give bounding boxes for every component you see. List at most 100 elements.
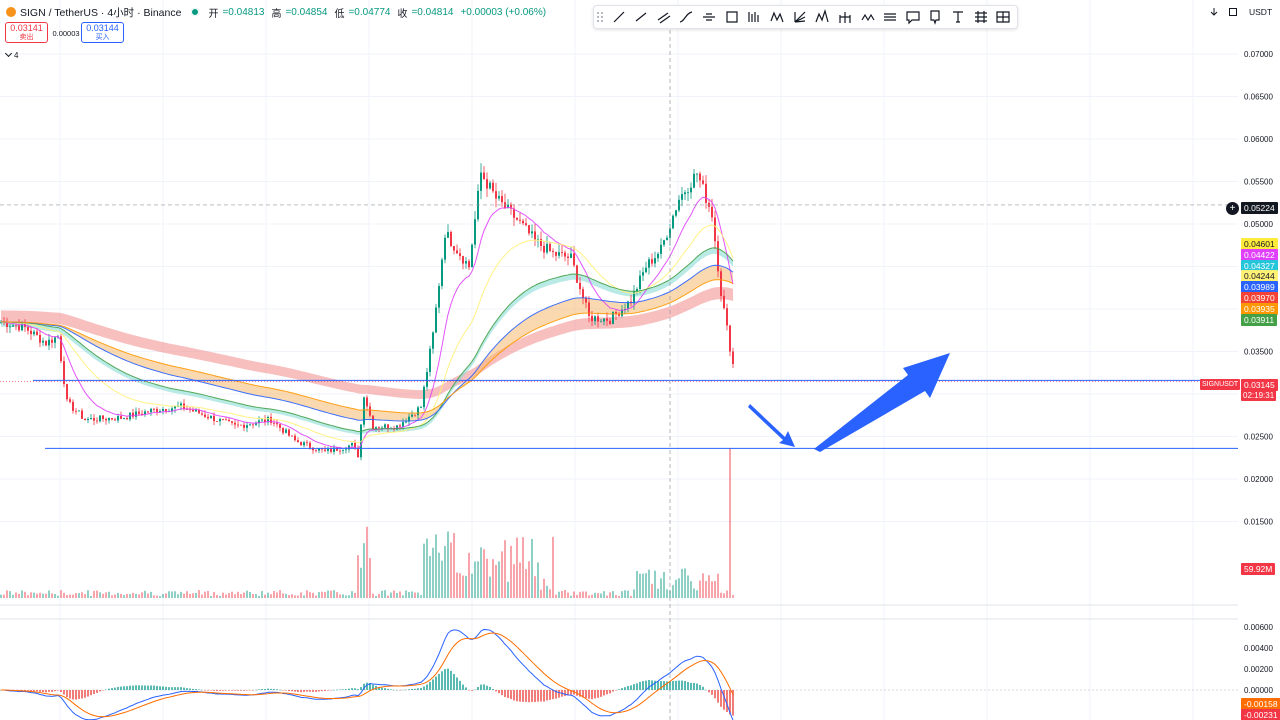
macd-histogram-bar [297,690,299,692]
candle-body [267,416,269,423]
volume-bar [582,591,584,598]
elliott-wave-icon[interactable] [813,7,831,27]
candle-body [255,423,257,425]
parallel-channel-icon[interactable] [655,7,673,27]
macd-histogram-bar [243,690,245,691]
macd-histogram-bar [330,690,332,691]
candle-body [195,409,197,412]
ohlc-low-value: =0.04774 [348,6,391,18]
volume-bar [489,576,491,598]
volume-bar [252,593,254,598]
macd-histogram-bar [714,690,716,699]
curve-icon[interactable] [677,7,695,27]
macd-histogram-bar [597,690,599,698]
candle-body [666,237,668,241]
macd-histogram-bar [528,690,530,703]
volume-bar [117,592,119,598]
volume-bar [396,592,398,598]
crosshair-price-tag: 0.05224 [1241,202,1278,214]
last-price-tag: 0.03145 [1241,379,1278,391]
candle-body [354,442,356,449]
volume-bar [294,595,296,598]
candle-body [321,448,323,450]
macd-histogram-bar [159,686,161,690]
candle-body [258,420,260,424]
text-icon[interactable] [949,7,967,27]
candle-body [651,259,653,264]
candle-body [282,427,284,433]
volume-bar [12,594,14,598]
ma-line-120 [0,279,734,414]
xabcd-pattern-icon[interactable] [768,7,786,27]
table-icon[interactable] [994,7,1012,27]
price-tick-label: 0.05500 [1244,178,1273,187]
forecast-icon[interactable] [972,7,990,27]
sell-button[interactable]: 0.03141 卖出 [5,22,48,43]
volume-bar [600,593,602,598]
fib-fan-icon[interactable] [790,7,808,27]
callout-icon[interactable] [904,7,922,27]
candle-body [588,302,590,316]
candle-body [567,256,569,258]
macd-histogram-bar [678,680,680,690]
macd-tick-label: 0.00600 [1244,623,1273,632]
volume-bar [228,593,230,598]
volume-bar [540,589,542,598]
price-note-icon[interactable] [926,7,944,27]
currency-selector[interactable]: USDT [1249,7,1273,17]
macd-histogram-bar [90,690,92,696]
volume-bar [285,593,287,598]
add-alert-icon[interactable]: + [1226,202,1239,215]
macd-histogram-bar [114,687,116,690]
trend-line-icon[interactable] [609,7,627,27]
macd-histogram-bar [294,690,296,692]
macd-histogram-bar [396,689,398,691]
macd-histogram-bar [177,687,179,690]
macd-histogram-bar [414,688,416,690]
candle-body [249,424,251,426]
candle-body [507,204,509,209]
macd-histogram-bar [687,682,689,690]
volume-bar [627,590,629,598]
long-short-icon[interactable] [745,7,763,27]
volume-bar [18,593,20,598]
volume-bar [633,589,635,598]
candle-body [474,219,476,245]
arrow-down-icon[interactable] [1206,4,1222,20]
candle-body [489,182,491,189]
macd-histogram-bar [594,690,596,699]
candle-body [117,416,119,421]
horizontal-line-icon[interactable] [700,7,718,27]
macd-histogram-bar [261,689,263,690]
macd-histogram-bar [555,690,557,699]
buy-button[interactable]: 0.03144 买入 [81,22,124,43]
candle-body [264,419,266,423]
volume-bar [111,595,113,598]
indicator-collapse-toggle[interactable]: 4 [4,49,24,61]
candle-body [144,411,146,415]
macd-histogram-bar [51,690,53,692]
macd-histogram-bar [582,690,584,698]
macd-histogram-bar [312,690,314,692]
zigzag-icon[interactable] [858,7,876,27]
macd-histogram-bar [69,690,71,699]
ribbon-long-red [1,287,733,399]
volume-bar [192,593,194,598]
candle-body [291,435,293,437]
price-tick-label: 0.01500 [1244,518,1273,527]
symbol-title[interactable]: SIGN / TetherUS · 4小时 · Binance [20,6,182,19]
macd-histogram-bar [549,690,551,700]
candle-body [63,361,65,385]
candle-body [660,244,662,254]
volume-bar [651,583,653,598]
drag-handle-icon[interactable] [596,11,604,23]
pitchfork-icon[interactable] [836,7,854,27]
volume-bar [567,592,569,598]
path-icon[interactable] [881,7,899,27]
rectangle-icon[interactable] [723,7,741,27]
ray-icon[interactable] [632,7,650,27]
fullscreen-icon[interactable] [1225,4,1241,20]
candle-body [462,256,464,264]
